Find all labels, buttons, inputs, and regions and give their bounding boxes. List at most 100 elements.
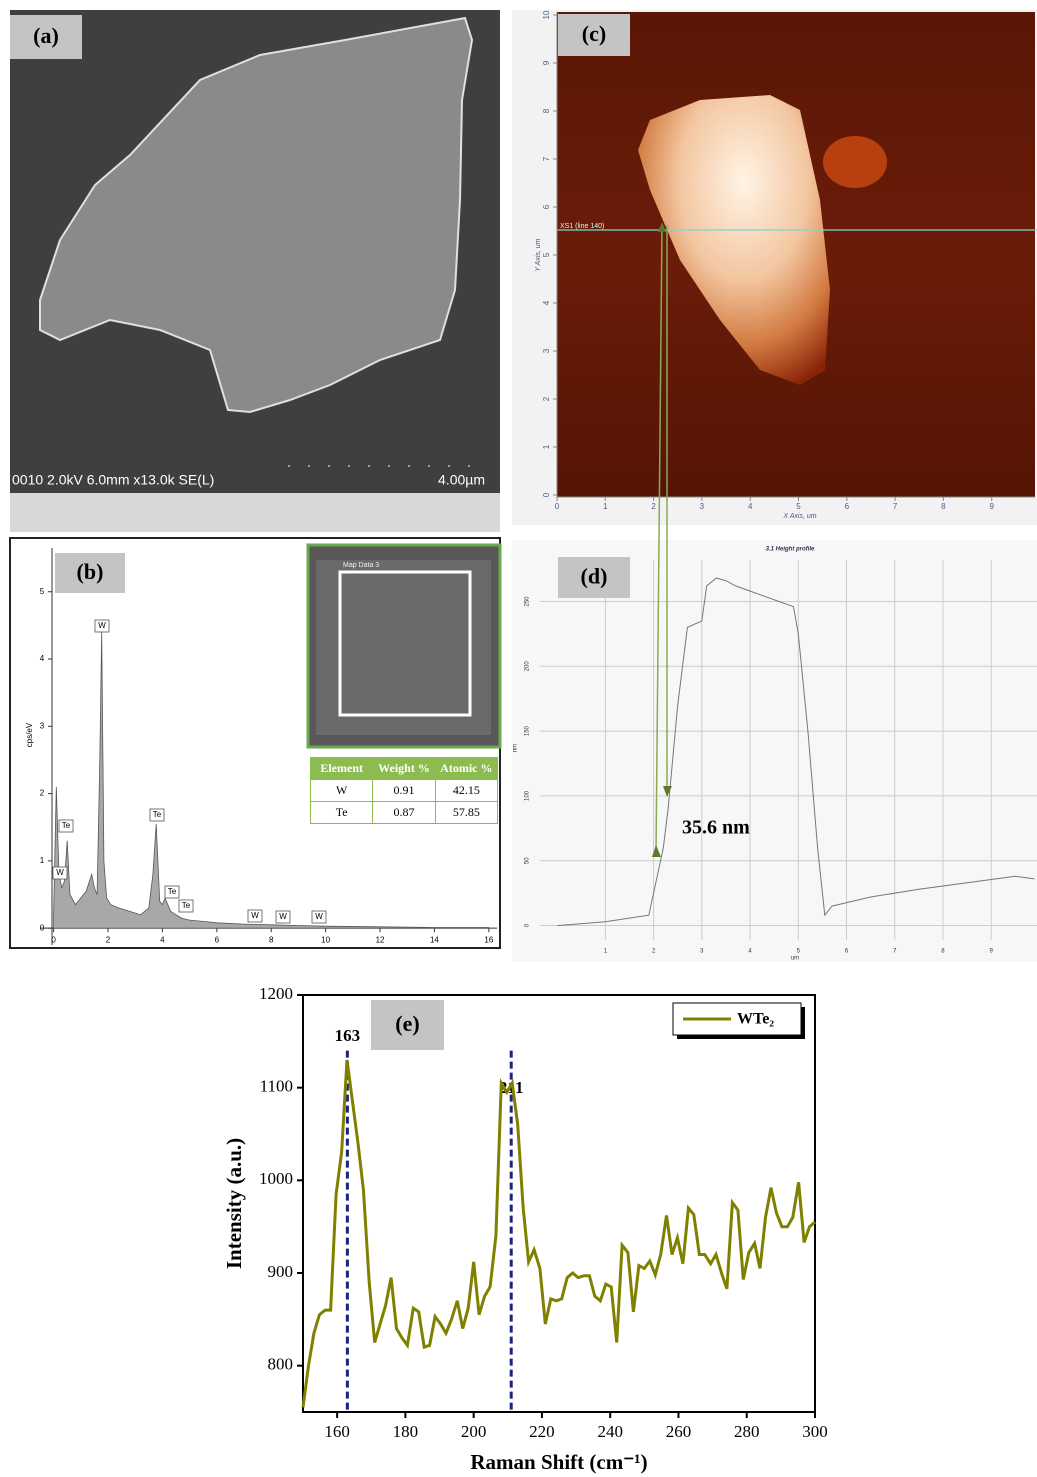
inset-title: Map Data 3 bbox=[343, 562, 379, 569]
y-tick-label: 3 bbox=[542, 348, 551, 353]
y-tick-label: 1100 bbox=[260, 1077, 293, 1096]
y-tick-label: 200 bbox=[525, 661, 531, 672]
y-tick-label: 250 bbox=[525, 596, 531, 607]
y-tick-label: 150 bbox=[525, 725, 531, 736]
peak-label: W bbox=[315, 912, 323, 921]
table-cell: 42.15 bbox=[435, 780, 497, 802]
profile-line-label: XS1 (line 140) bbox=[560, 223, 604, 230]
x-tick-label: 4 bbox=[160, 935, 165, 944]
profile-frame bbox=[512, 540, 1037, 962]
panel-label: (e) bbox=[395, 1011, 419, 1036]
y-axis-label: nm bbox=[513, 744, 519, 752]
peak-label: Te bbox=[182, 901, 191, 910]
y-axis-label: cps/eV bbox=[25, 722, 34, 747]
x-tick-label: 240 bbox=[597, 1422, 623, 1441]
panel-label: (b) bbox=[77, 559, 104, 584]
y-tick-label: 2 bbox=[542, 396, 551, 401]
afm-y-label: Y Axis, um bbox=[535, 238, 542, 271]
x-tick-label: 300 bbox=[802, 1422, 828, 1441]
x-tick-label: 10 bbox=[321, 935, 330, 944]
x-tick-label: 16 bbox=[484, 935, 493, 944]
y-tick-label: 1 bbox=[40, 856, 45, 865]
y-tick-label: 4 bbox=[40, 654, 45, 663]
table-header: Element bbox=[311, 758, 373, 780]
afm-particle bbox=[823, 136, 887, 188]
y-tick-label: 2 bbox=[40, 789, 45, 798]
data-line bbox=[303, 1060, 815, 1408]
x-tick-label: 220 bbox=[529, 1422, 555, 1441]
y-tick-label: 10 bbox=[542, 10, 551, 19]
y-tick-label: 5 bbox=[40, 587, 45, 596]
sem-band bbox=[10, 493, 500, 532]
sem-scale: 4.00µm bbox=[438, 472, 485, 488]
y-tick-label: 3 bbox=[40, 721, 45, 730]
x-tick-label: 8 bbox=[269, 935, 274, 944]
x-tick-label: 14 bbox=[430, 935, 439, 944]
y-tick-label: 1 bbox=[542, 444, 551, 449]
x-tick-label: 2 bbox=[651, 502, 656, 511]
y-tick-label: 8 bbox=[542, 108, 551, 113]
figure-canvas: (a) 0010 2.0kV 6.0mm x13.0k SE(L) 4.00µm… bbox=[0, 0, 1037, 1477]
peak-label: W bbox=[56, 868, 64, 877]
table-cell: 57.85 bbox=[435, 802, 497, 824]
x-tick-label: 0 bbox=[555, 502, 560, 511]
y-tick-label: 1200 bbox=[259, 984, 293, 1003]
peak-label: 163 bbox=[335, 1026, 361, 1045]
x-tick-label: 180 bbox=[393, 1422, 419, 1441]
x-tick-label: 8 bbox=[941, 502, 946, 511]
peak-label: Te bbox=[153, 810, 162, 819]
x-tick-label: 9 bbox=[989, 502, 994, 511]
peak-label: Te bbox=[168, 887, 177, 896]
x-tick-label: 1 bbox=[603, 502, 608, 511]
peak-label: W bbox=[98, 621, 106, 630]
x-axis-label: um bbox=[791, 956, 799, 962]
y-tick-label: 7 bbox=[542, 156, 551, 161]
annotation: 35.6 nm bbox=[682, 817, 750, 839]
y-tick-label: 5 bbox=[542, 252, 551, 257]
x-tick-label: 160 bbox=[324, 1422, 350, 1441]
peak-label: W bbox=[251, 911, 259, 920]
peak-label: Te bbox=[62, 821, 71, 830]
legend-label: WTe₂ bbox=[737, 1011, 774, 1028]
y-tick-label: 0 bbox=[542, 492, 551, 497]
y-tick-label: 4 bbox=[542, 300, 551, 305]
x-tick-label: 3 bbox=[700, 502, 705, 511]
sem-info: 0010 2.0kV 6.0mm x13.0k SE(L) bbox=[12, 472, 214, 488]
y-tick-label: 900 bbox=[268, 1262, 294, 1281]
panel-label: (d) bbox=[581, 564, 608, 589]
x-tick-label: 260 bbox=[666, 1422, 692, 1441]
table-cell: 0.91 bbox=[373, 780, 435, 802]
panel-label: (a) bbox=[33, 23, 59, 48]
y-tick-label: 6 bbox=[542, 204, 551, 209]
y-tick-label: 800 bbox=[268, 1355, 294, 1374]
figure: (a) 0010 2.0kV 6.0mm x13.0k SE(L) 4.00µm… bbox=[0, 0, 1037, 1477]
x-tick-label: 6 bbox=[845, 502, 850, 511]
panel-label: (c) bbox=[582, 21, 606, 46]
x-tick-label: 7 bbox=[893, 502, 898, 511]
x-tick-label: 280 bbox=[734, 1422, 760, 1441]
x-tick-label: 12 bbox=[376, 935, 385, 944]
peak-label: W bbox=[279, 912, 287, 921]
y-tick-label: 0 bbox=[40, 923, 45, 932]
x-axis-label: Raman Shift (cm⁻¹) bbox=[470, 1450, 647, 1474]
y-tick-label: 100 bbox=[525, 790, 531, 801]
x-tick-label: 4 bbox=[748, 502, 753, 511]
inset-flake bbox=[316, 560, 491, 735]
table-cell: Te bbox=[311, 802, 373, 824]
chart-title: 3.1 Height profile bbox=[766, 547, 815, 553]
y-tick-label: 9 bbox=[542, 60, 551, 65]
x-tick-label: 5 bbox=[796, 502, 801, 511]
y-tick-label: 1000 bbox=[259, 1169, 293, 1188]
y-axis-label: Intensity (a.u.) bbox=[222, 1138, 246, 1269]
table-header: Weight % bbox=[373, 758, 435, 780]
table-header: Atomic % bbox=[435, 758, 497, 780]
y-tick-label: 50 bbox=[525, 857, 531, 864]
x-tick-label: 200 bbox=[461, 1422, 487, 1441]
x-tick-label: 0 bbox=[51, 935, 56, 944]
plot-frame bbox=[303, 995, 815, 1412]
x-tick-label: 6 bbox=[215, 935, 220, 944]
table-cell: 0.87 bbox=[373, 802, 435, 824]
table-cell: W bbox=[311, 780, 373, 802]
afm-x-label: X Axis, um bbox=[782, 513, 816, 520]
